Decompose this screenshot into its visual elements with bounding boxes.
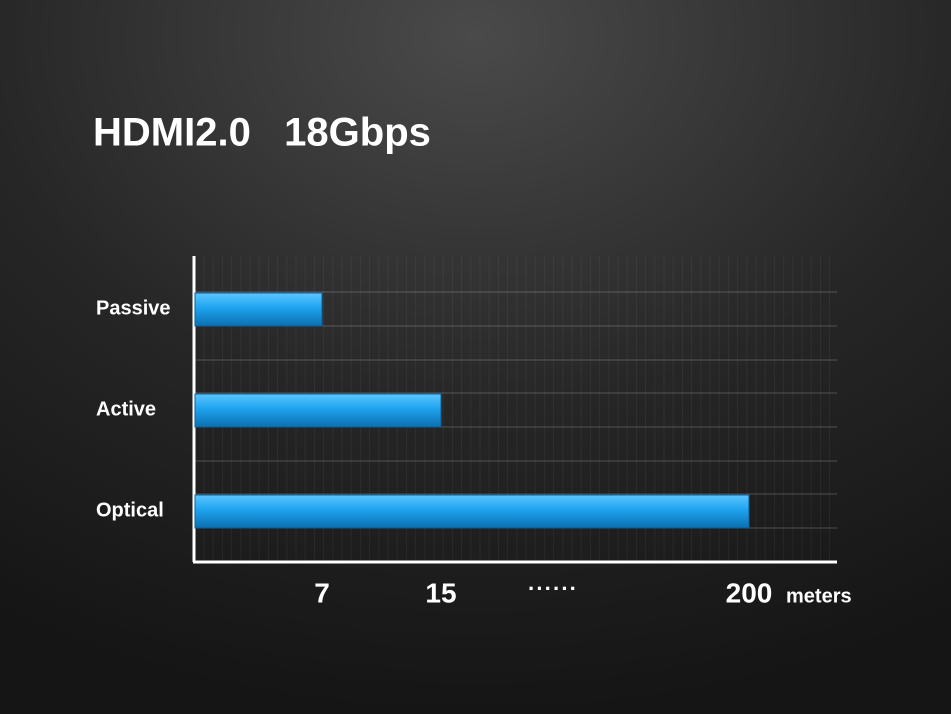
chart-title: HDMI2.0 18Gbps — [93, 111, 431, 155]
y-tick-label: Active — [96, 398, 156, 420]
x-tick-label: 200 — [726, 577, 773, 608]
x-tick-label: 15 — [425, 577, 456, 608]
axis-break: ······ — [528, 576, 578, 601]
bar — [194, 393, 442, 428]
y-tick-label: Passive — [96, 297, 171, 319]
x-unit: meters — [786, 585, 852, 607]
y-tick-label: Optical — [96, 499, 164, 521]
x-tick-label: 7 — [314, 577, 330, 608]
bar — [194, 292, 323, 327]
bar — [194, 494, 750, 529]
